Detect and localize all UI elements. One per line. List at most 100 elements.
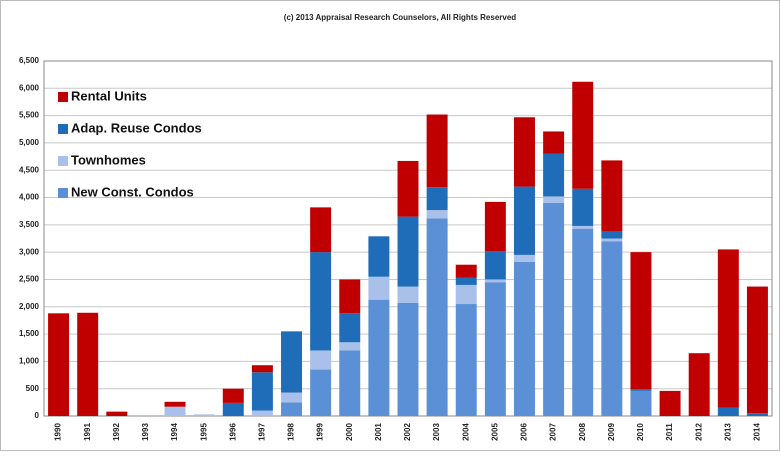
legend-label: Townhomes: [71, 152, 146, 167]
bar-segment: [397, 216, 419, 287]
bar-segment: [368, 299, 390, 416]
bar-segment: [426, 210, 448, 219]
x-tick-label: 2000: [345, 423, 354, 441]
bar-segment: [222, 402, 244, 416]
bar-segment: [164, 401, 186, 407]
bar-segment: [513, 186, 535, 255]
bar-segment: [193, 414, 215, 416]
x-tick-label: 1991: [83, 423, 92, 441]
bar-segment: [310, 207, 332, 253]
y-tick-label: 500: [26, 384, 40, 393]
x-tick-label: 2006: [520, 423, 529, 441]
bar-segment: [513, 117, 535, 187]
bar-segment: [397, 286, 419, 303]
bar-segment: [339, 342, 361, 351]
bar-segment: [688, 353, 710, 416]
bar-segment: [426, 218, 448, 416]
x-tick-label: 2013: [723, 423, 732, 441]
bar-segment: [339, 279, 361, 314]
bar-segment: [368, 276, 390, 300]
x-tick-label: 2008: [578, 423, 587, 441]
x-tick-label: 1996: [228, 423, 237, 441]
bar-segment: [543, 203, 565, 416]
bar-segment: [484, 282, 506, 416]
bar-segment: [659, 390, 681, 416]
bar-segment: [339, 313, 361, 343]
x-tick-label: 2014: [753, 423, 762, 441]
bar-segment: [630, 252, 652, 390]
y-tick-label: 6,500: [19, 56, 40, 65]
x-tick-label: 1992: [112, 423, 121, 441]
chart-title: (c) 2013 Appraisal Research Counselors, …: [284, 13, 516, 22]
y-tick-label: 4,000: [19, 193, 40, 202]
y-tick-label: 6,000: [19, 83, 40, 92]
bar-segment: [397, 160, 419, 217]
x-tick-label: 2002: [403, 423, 412, 441]
bar-segment: [455, 277, 477, 285]
bar-segment: [368, 236, 390, 277]
bar-segment: [630, 390, 652, 416]
bar-segment: [310, 369, 332, 416]
x-tick-label: 2005: [490, 423, 499, 441]
x-tick-label: 2007: [549, 423, 558, 441]
y-tick-label: 0: [35, 411, 40, 420]
bar-segment: [746, 413, 768, 416]
bar-segment: [77, 312, 99, 416]
bar-segment: [572, 228, 594, 416]
bar-segment: [717, 249, 739, 408]
x-tick-label: 1998: [287, 423, 296, 441]
x-tick-label: 2011: [665, 423, 674, 441]
y-tick-label: 3,500: [19, 220, 40, 229]
x-tick-label: 1990: [54, 423, 63, 441]
bar-segment: [484, 251, 506, 280]
x-tick-label: 2010: [636, 423, 645, 441]
bar-segment: [281, 402, 303, 416]
bar-segment: [164, 406, 186, 416]
x-tick-label: 1997: [258, 423, 267, 441]
x-tick-label: 2012: [694, 423, 703, 441]
bar-segment: [222, 388, 244, 403]
y-tick-label: 1,500: [19, 329, 40, 338]
bar-segment: [310, 350, 332, 370]
legend-label: Rental Units: [71, 88, 147, 103]
bar-segment: [572, 188, 594, 226]
bar-segment: [281, 331, 303, 393]
bar-segment: [572, 81, 594, 189]
bar-segment: [601, 231, 623, 239]
bar-segment: [543, 131, 565, 154]
bar-segment: [455, 304, 477, 416]
bar-segment: [48, 313, 70, 416]
bar-segment: [426, 187, 448, 211]
legend-swatch: [58, 156, 68, 166]
bar-segment: [397, 302, 419, 416]
bar-segment: [310, 252, 332, 351]
bar-segment: [106, 411, 128, 416]
legend-swatch: [58, 188, 68, 198]
bar-segment: [484, 279, 506, 283]
bar-segment: [717, 407, 739, 416]
y-tick-label: 3,000: [19, 247, 40, 256]
legend-label: Adap. Reuse Condos: [71, 120, 202, 135]
y-tick-label: 2,500: [19, 275, 40, 284]
x-tick-label: 1994: [170, 423, 179, 441]
bar-segment: [513, 261, 535, 416]
bar-segment: [601, 160, 623, 232]
bar-segment: [513, 254, 535, 262]
y-tick-label: 4,500: [19, 165, 40, 174]
bar-segment: [601, 241, 623, 416]
legend-swatch: [58, 124, 68, 134]
x-tick-label: 1999: [316, 423, 325, 441]
bar-segment: [746, 286, 768, 414]
legend-label: New Const. Condos: [71, 184, 194, 199]
bar-segment: [543, 196, 565, 203]
bar-segment: [455, 284, 477, 305]
bar-segment: [251, 372, 273, 411]
y-tick-label: 2,000: [19, 302, 40, 311]
x-tick-label: 2001: [374, 423, 383, 441]
x-tick-label: 1995: [199, 423, 208, 441]
bar-segment: [630, 389, 652, 391]
bar-segment: [572, 225, 594, 229]
